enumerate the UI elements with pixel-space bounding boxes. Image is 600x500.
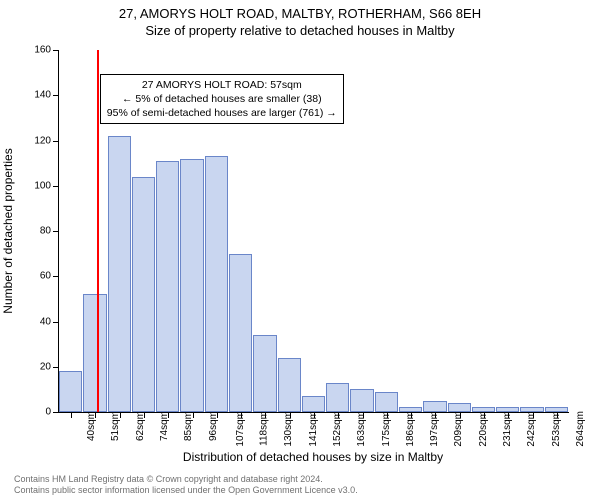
x-axis-label: Distribution of detached houses by size … — [183, 450, 443, 464]
chart-container: Number of detached properties 0204060801… — [58, 50, 568, 412]
x-tick-label: 130sqm — [283, 411, 294, 447]
x-tick-label: 242sqm — [526, 411, 537, 447]
footer-line-2: Contains public sector information licen… — [14, 485, 358, 496]
histogram-bar — [520, 407, 543, 412]
histogram-bar — [350, 389, 373, 412]
x-tick — [460, 412, 461, 418]
annotation-box: 27 AMORYS HOLT ROAD: 57sqm← 5% of detach… — [100, 74, 344, 125]
x-tick-label: 141sqm — [307, 411, 318, 447]
property-marker-line — [97, 50, 99, 412]
x-tick — [193, 412, 194, 418]
x-tick — [533, 412, 534, 418]
y-tick-label: 120 — [34, 135, 59, 146]
x-tick — [290, 412, 291, 418]
x-tick — [508, 412, 509, 418]
x-tick — [557, 412, 558, 418]
x-tick-label: 186sqm — [405, 411, 416, 447]
x-tick — [411, 412, 412, 418]
x-tick — [120, 412, 121, 418]
x-tick — [144, 412, 145, 418]
annotation-line: 27 AMORYS HOLT ROAD: 57sqm — [107, 78, 337, 92]
x-tick-label: 253sqm — [550, 411, 561, 447]
footer-line-1: Contains HM Land Registry data © Crown c… — [14, 474, 358, 485]
y-tick-label: 160 — [34, 45, 59, 56]
histogram-bar — [375, 392, 398, 412]
x-tick-label: 231sqm — [502, 411, 513, 447]
x-tick — [217, 412, 218, 418]
x-tick-label: 209sqm — [453, 411, 464, 447]
y-tick-label: 100 — [34, 180, 59, 191]
x-tick — [338, 412, 339, 418]
x-tick-label: 152sqm — [332, 411, 343, 447]
page-subtitle: Size of property relative to detached ho… — [0, 21, 600, 38]
histogram-bar — [156, 161, 179, 412]
histogram-bar — [496, 407, 519, 412]
y-tick-label: 40 — [40, 316, 59, 327]
x-tick — [71, 412, 72, 418]
x-tick — [168, 412, 169, 418]
histogram-bar — [229, 254, 252, 412]
histogram-bar — [59, 371, 82, 412]
histogram-bar — [132, 177, 155, 412]
x-tick-label: 163sqm — [356, 411, 367, 447]
x-tick-label: 264sqm — [575, 411, 586, 447]
x-tick — [314, 412, 315, 418]
annotation-line: 95% of semi-detached houses are larger (… — [107, 106, 337, 120]
histogram-bar — [326, 383, 349, 412]
histogram-bar — [205, 156, 228, 412]
y-tick-label: 20 — [40, 361, 59, 372]
histogram-bar — [83, 294, 106, 412]
histogram-bar — [423, 401, 446, 412]
x-tick-label: 118sqm — [259, 411, 270, 446]
histogram-bar — [399, 407, 422, 412]
y-axis-label: Number of detached properties — [1, 148, 15, 313]
y-tick-label: 60 — [40, 271, 59, 282]
x-tick — [265, 412, 266, 418]
annotation-line: ← 5% of detached houses are smaller (38) — [107, 92, 337, 106]
histogram-bar — [448, 403, 471, 412]
y-tick-label: 140 — [34, 90, 59, 101]
x-tick-label: 197sqm — [429, 411, 440, 447]
x-tick-label: 220sqm — [477, 411, 488, 447]
y-tick-label: 80 — [40, 226, 59, 237]
histogram-bar — [278, 358, 301, 412]
histogram-bar — [180, 159, 203, 412]
histogram-bar — [472, 407, 495, 412]
x-tick — [484, 412, 485, 418]
x-tick — [95, 412, 96, 418]
x-tick — [387, 412, 388, 418]
histogram-bar — [545, 407, 568, 412]
x-tick — [241, 412, 242, 418]
footer-attribution: Contains HM Land Registry data © Crown c… — [14, 474, 358, 497]
x-tick — [435, 412, 436, 418]
x-tick-label: 175sqm — [380, 411, 391, 447]
x-tick — [363, 412, 364, 418]
histogram-bar — [302, 396, 325, 412]
histogram-bar — [253, 335, 276, 412]
x-tick-label: 107sqm — [235, 411, 246, 447]
histogram-bar — [108, 136, 131, 412]
plot-area: 02040608010012014016040sqm51sqm62sqm74sq… — [58, 50, 569, 413]
y-tick-label: 0 — [45, 407, 59, 418]
page-title-address: 27, AMORYS HOLT ROAD, MALTBY, ROTHERHAM,… — [0, 0, 600, 21]
